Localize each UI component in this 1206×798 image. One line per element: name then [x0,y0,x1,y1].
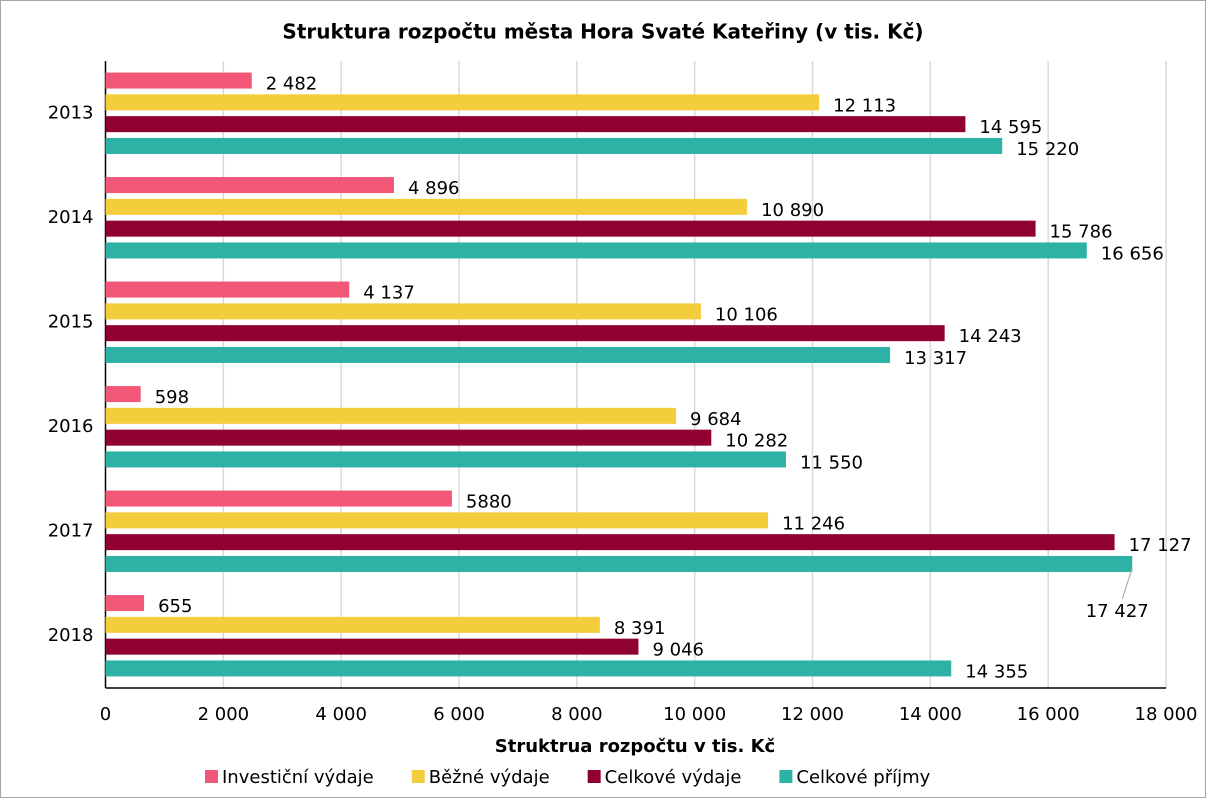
y-tick-label: 2017 [48,520,94,541]
legend-label: Celkové příjmy [796,767,930,788]
value-label: 10 890 [761,200,824,221]
value-label: 15 786 [1050,222,1113,243]
y-tick-label: 2016 [48,416,94,437]
value-label: 14 595 [979,117,1042,138]
x-tick-label: 16 000 [1017,704,1080,725]
bar [105,451,786,468]
y-tick-label: 2018 [48,625,94,646]
value-label: 16 656 [1101,243,1164,264]
bar [105,198,748,215]
x-tick-label: 18 000 [1135,704,1198,725]
x-tick-label: 2 000 [198,704,250,725]
value-label: 17 427 [1086,601,1149,622]
value-label: 15 220 [1016,139,1079,160]
bar [105,660,952,677]
value-label: 655 [158,596,192,617]
x-tick-label: 4 000 [315,704,367,725]
bar [105,303,701,320]
x-tick-label: 14 000 [899,704,962,725]
legend-label: Celkové výdaje [605,767,742,788]
legend-swatch [411,770,425,783]
value-label: 10 106 [715,304,778,325]
value-label: 9 046 [652,640,704,661]
x-tick-label: 6 000 [433,704,485,725]
legend-label: Investiční výdaje [222,767,374,788]
x-axis-title: Struktrua rozpočtu v tis. Kč [495,736,775,757]
leader-line [1121,567,1133,600]
bar [105,534,1115,551]
legend-label: Běžné výdaje [429,767,550,788]
bar [105,242,1087,259]
x-tick-label: 0 [100,704,111,725]
bar [105,116,966,133]
bar [105,94,820,111]
value-label: 5880 [466,492,512,513]
value-label: 14 243 [959,326,1022,347]
value-label: 14 355 [965,661,1028,682]
bar [105,595,145,612]
legend-swatch [587,770,601,783]
y-tick-label: 2013 [48,102,94,123]
value-label: 598 [155,387,189,408]
legend-swatch [779,770,793,783]
legend-swatch [205,770,218,783]
x-tick-label: 12 000 [781,704,844,725]
value-label: 8 391 [614,618,666,639]
bar [105,137,1003,154]
value-label: 11 246 [782,513,845,534]
bar [105,616,600,633]
bar [105,386,141,403]
value-label: 11 550 [800,452,863,473]
bar [105,72,252,89]
bar [105,429,712,446]
value-label: 12 113 [833,95,896,116]
y-tick-label: 2015 [48,311,94,332]
value-label: 10 282 [725,431,788,452]
bar [105,490,452,507]
bar [105,281,350,298]
bar [105,407,677,424]
x-tick-label: 10 000 [663,704,726,725]
bar [105,555,1133,572]
bar [105,220,1036,237]
value-label: 2 482 [266,74,318,95]
bar [105,177,394,194]
value-label: 13 317 [904,348,967,369]
value-label: 17 127 [1129,535,1192,556]
x-tick-label: 8 000 [551,704,603,725]
y-tick-label: 2014 [48,207,94,228]
value-label: 4 137 [363,283,415,304]
value-label: 4 896 [408,178,460,199]
bar [105,346,891,363]
chart-title: Struktura rozpočtu města Hora Svaté Kate… [282,20,923,44]
bar [105,638,639,655]
value-label: 9 684 [690,409,742,430]
bar [105,325,945,342]
bar [105,512,769,529]
